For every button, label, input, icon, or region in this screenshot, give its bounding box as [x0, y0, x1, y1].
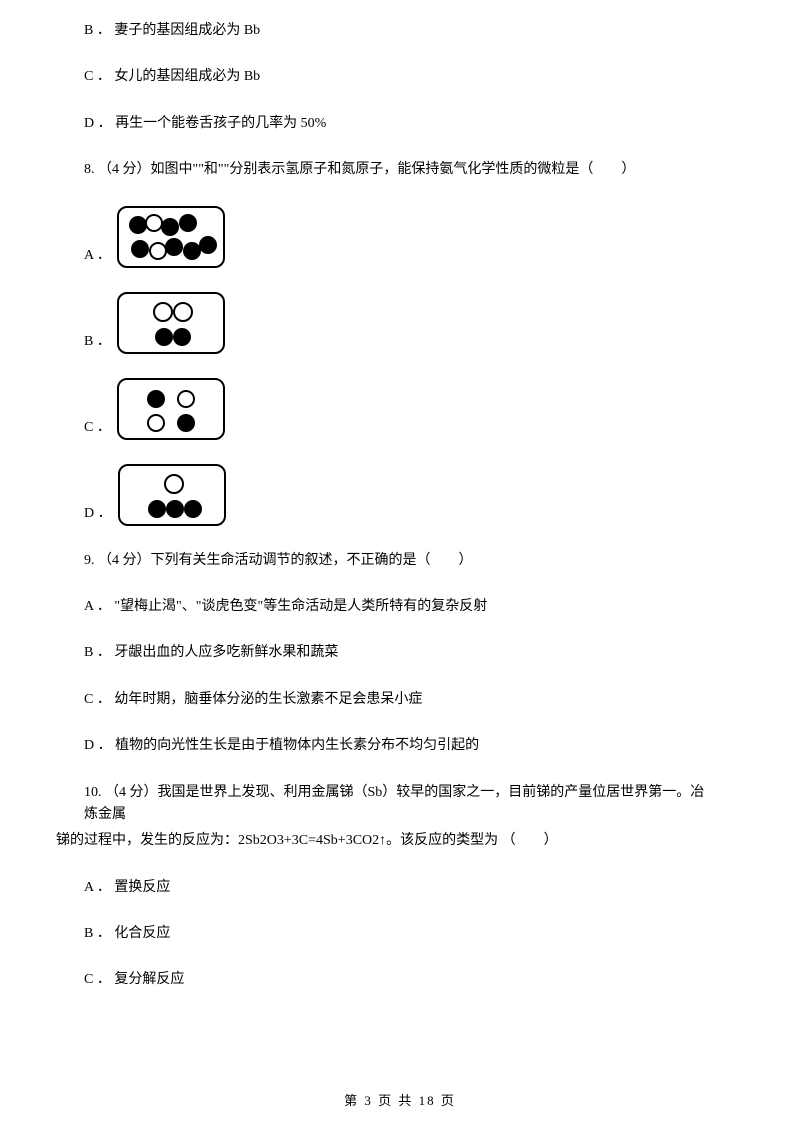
- nitrogen-atom-icon: [177, 414, 195, 432]
- hydrogen-atom-icon: [173, 302, 193, 322]
- nitrogen-atom-icon: [184, 500, 202, 518]
- hydrogen-atom-icon: [177, 390, 195, 408]
- nitrogen-atom-icon: [155, 328, 173, 346]
- q9-stem: 9. （4 分）下列有关生命活动调节的叙述，不正确的是（ ）: [84, 550, 716, 572]
- nitrogen-atom-icon: [161, 218, 179, 236]
- option-letter-b: B ．: [84, 331, 111, 353]
- page-footer: 第 3 页 共 18 页: [0, 1091, 800, 1112]
- q9-option-c: C ． 幼年时期，脑垂体分泌的生长激素不足会患呆小症: [84, 689, 716, 711]
- nitrogen-atom-icon: [165, 238, 183, 256]
- option-letter-c: C ．: [84, 417, 111, 439]
- option-letter-a: A ．: [84, 245, 111, 267]
- hydrogen-atom-icon: [149, 242, 167, 260]
- nitrogen-atom-icon: [166, 500, 184, 518]
- nitrogen-atom-icon: [147, 390, 165, 408]
- q8-option-b: B ．: [84, 292, 716, 354]
- particle-diagram-b: [117, 292, 225, 354]
- q8-option-d: D ．: [84, 464, 716, 526]
- option-letter-d: D ．: [84, 503, 112, 525]
- nitrogen-atom-icon: [131, 240, 149, 258]
- q8-option-c: C ．: [84, 378, 716, 440]
- q9-option-a: A ． "望梅止渴"、"谈虎色变"等生命活动是人类所特有的复杂反射: [84, 596, 716, 618]
- particle-diagram-c: [117, 378, 225, 440]
- q8-option-a: A ．: [84, 206, 716, 268]
- hydrogen-atom-icon: [147, 414, 165, 432]
- nitrogen-atom-icon: [199, 236, 217, 254]
- q9-option-d: D ． 植物的向光性生长是由于植物体内生长素分布不均匀引起的: [84, 735, 716, 757]
- q10-stem-line1: 10. （4 分）我国是世界上发现、利用金属锑（Sb）较早的国家之一，目前锑的产…: [84, 782, 716, 827]
- q8-stem: 8. （4 分）如图中""和""分别表示氢原子和氮原子，能保持氨气化学性质的微粒…: [84, 159, 716, 181]
- q7-option-c: C ． 女儿的基因组成必为 Bb: [84, 66, 716, 88]
- nitrogen-atom-icon: [179, 214, 197, 232]
- q10-stem-line2: 锑的过程中，发生的反应为：2Sb2O3+3C=4Sb+3CO2↑。该反应的类型为…: [56, 830, 716, 852]
- hydrogen-atom-icon: [153, 302, 173, 322]
- particle-diagram-a: [117, 206, 225, 268]
- particle-diagram-d: [118, 464, 226, 526]
- q9-option-b: B ． 牙龈出血的人应多吃新鲜水果和蔬菜: [84, 642, 716, 664]
- nitrogen-atom-icon: [148, 500, 166, 518]
- q10-option-a: A ． 置换反应: [84, 877, 716, 899]
- nitrogen-atom-icon: [173, 328, 191, 346]
- hydrogen-atom-icon: [164, 474, 184, 494]
- q10-option-b: B ． 化合反应: [84, 923, 716, 945]
- q7-option-d: D ． 再生一个能卷舌孩子的几率为 50%: [84, 113, 716, 135]
- hydrogen-atom-icon: [145, 214, 163, 232]
- q10-option-c: C ． 复分解反应: [84, 969, 716, 991]
- q7-option-b: B ． 妻子的基因组成必为 Bb: [84, 20, 716, 42]
